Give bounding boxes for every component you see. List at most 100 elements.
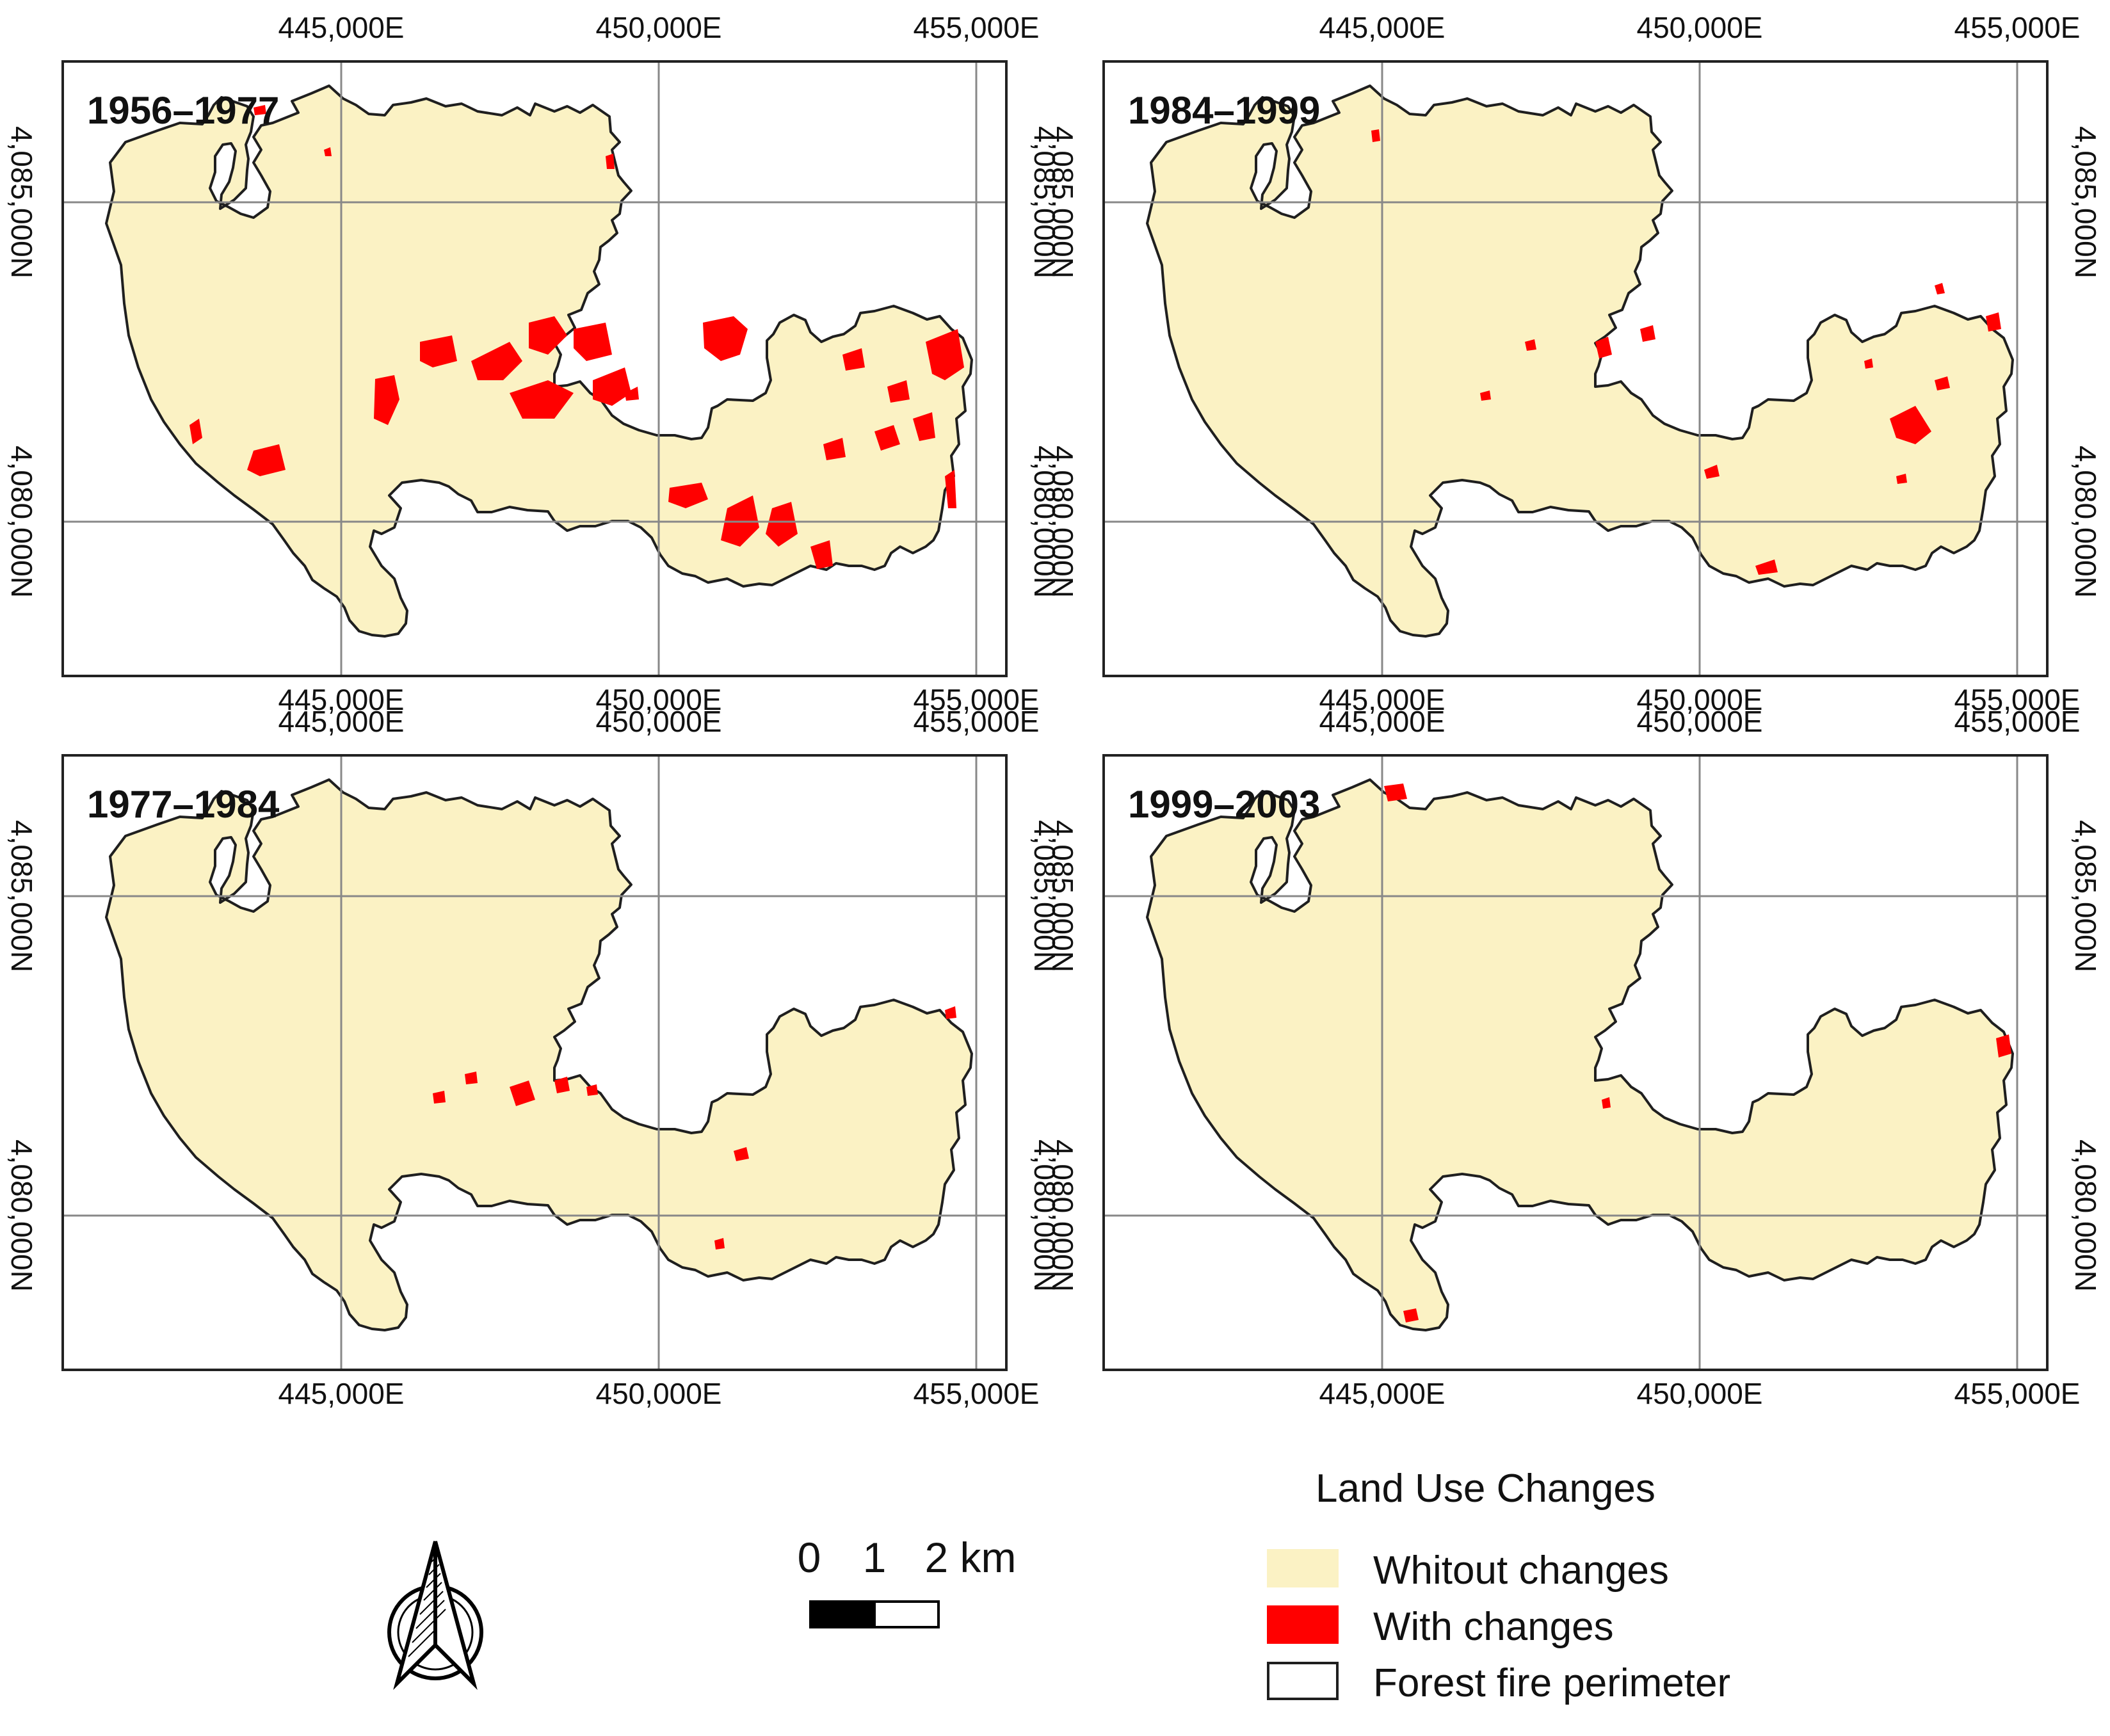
north-arrow-icon	[387, 1541, 483, 1690]
x-axis-label-bot: 455,000E	[913, 1377, 1040, 1410]
x-axis-label-top: 455,000E	[913, 705, 1040, 738]
map-panel-1984-1999: 1984–1999 445,000E 445,000E 450,000E 450,000…	[1046, 11, 2102, 716]
scale-tick-2: 2 km	[924, 1534, 1017, 1581]
legend-label-unchanged: Whitout changes	[1373, 1548, 1669, 1593]
fire-perimeter-polygon	[1146, 84, 2014, 638]
land-use-change-patch	[1704, 465, 1719, 479]
panel-title: 1999–2003	[1128, 783, 1321, 826]
legend-item-unchanged: Whitout changes	[1264, 1547, 1840, 1593]
land-use-change-patch	[703, 316, 748, 361]
land-use-change-patch	[1996, 1034, 2011, 1057]
land-use-change-patch	[1935, 283, 1945, 294]
land-use-change-patch	[887, 380, 910, 403]
land-use-change-patch	[586, 1084, 598, 1096]
x-axis-label-bot: 445,000E	[1319, 1377, 1446, 1410]
x-axis-label-top: 445,000E	[278, 11, 405, 44]
land-use-change-patch	[554, 1077, 570, 1093]
x-axis-label-top: 455,000E	[1954, 11, 2081, 44]
panel-title: 1956–1977	[87, 89, 280, 132]
land-use-change-patch	[1480, 390, 1491, 401]
land-use-change-patch	[668, 483, 708, 508]
x-axis-label-bot: 455,000E	[1954, 1377, 2081, 1410]
x-axis-label-top: 445,000E	[1319, 11, 1446, 44]
x-axis-label-bot: 455,000E	[1954, 683, 2081, 716]
land-use-change-patch	[1595, 337, 1612, 358]
land-use-change-patch	[823, 438, 846, 460]
legend-label-changed: With changes	[1373, 1605, 1614, 1649]
land-use-change-patch	[874, 425, 900, 451]
x-axis-label-top: 450,000E	[1636, 705, 1763, 738]
land-use-change-patch	[247, 444, 286, 476]
legend-label-perimeter: Forest fire perimeter	[1373, 1661, 1731, 1705]
scale-bar: 0 1 2 km	[787, 1533, 1043, 1648]
land-use-change-patch	[913, 412, 935, 441]
map-frame	[61, 60, 1008, 677]
legend: Land Use Changes Whitout changes With ch…	[1264, 1466, 1840, 1735]
y-axis-label-left: 4,085,000N	[1046, 820, 1079, 972]
map-canvas	[1102, 754, 2046, 1369]
land-use-change-patch	[766, 502, 798, 547]
fire-perimeter-polygon	[105, 778, 973, 1331]
land-use-change-patch	[1986, 312, 2001, 332]
land-use-change-patch	[1890, 406, 1931, 444]
legend-swatch-perimeter	[1267, 1662, 1339, 1700]
land-use-change-patch	[324, 147, 332, 156]
x-axis-label-top: 445,000E	[1319, 705, 1446, 738]
panel-title: 1977–1984	[87, 783, 280, 826]
y-axis-label-left: 4,085,000N	[5, 126, 38, 278]
land-use-change-patch	[189, 419, 202, 444]
land-use-change-patch	[433, 1091, 446, 1104]
land-use-change-patch	[1755, 559, 1778, 575]
x-axis-label-top: 450,000E	[1636, 11, 1763, 44]
x-axis-label-top: 450,000E	[595, 11, 722, 44]
land-use-change-patch	[1935, 376, 1950, 390]
y-axis-label-left: 4,080,000N	[1046, 446, 1079, 598]
land-use-change-patch	[471, 342, 522, 380]
x-axis-label-bot: 450,000E	[1636, 1377, 1763, 1410]
x-axis-label-bot: 445,000E	[278, 1377, 405, 1410]
map-panel-1956-1977: 1956–1977 445,000E 445,000E 450,000E 450,000…	[5, 11, 1061, 716]
land-use-change-patch	[1896, 474, 1907, 484]
x-axis-label-top: 450,000E	[595, 705, 722, 738]
land-use-change-patch	[1864, 358, 1873, 369]
y-axis-label-left: 4,080,000N	[5, 1139, 38, 1292]
map-frame	[61, 754, 1008, 1371]
map-panel-1977-1984: 1977–1984 445,000E 445,000E 450,000E 450,000…	[5, 705, 1061, 1410]
land-use-change-patch	[1371, 129, 1380, 142]
y-axis-label-left: 4,080,000N	[1046, 1139, 1079, 1292]
land-use-change-patch	[734, 1147, 749, 1161]
y-axis-label-right: 4,085,000N	[2069, 820, 2102, 972]
fire-perimeter-polygon	[105, 84, 973, 638]
land-use-change-patch	[374, 375, 399, 425]
land-use-change-patch	[625, 387, 639, 401]
land-use-change-patch	[714, 1238, 725, 1250]
land-use-change-patch	[574, 323, 612, 361]
land-use-change-patch	[510, 1081, 535, 1106]
map-canvas	[61, 754, 1005, 1369]
fire-perimeter-polygon	[1146, 778, 2014, 1331]
x-axis-label-top: 445,000E	[278, 705, 405, 738]
land-use-change-patch	[1602, 1097, 1611, 1109]
scale-segment-white	[873, 1600, 940, 1628]
land-use-change-patch	[254, 105, 266, 115]
x-axis-label-top: 455,000E	[913, 11, 1040, 44]
land-use-change-patch	[510, 380, 574, 419]
x-axis-label-top: 455,000E	[1954, 705, 2081, 738]
land-use-change-patch	[926, 329, 964, 380]
x-axis-label-bot: 445,000E	[1319, 683, 1446, 716]
land-use-change-patch	[593, 367, 631, 406]
x-axis-label-bot: 450,000E	[595, 1377, 722, 1410]
land-use-change-patch	[1640, 325, 1655, 342]
map-frame	[1102, 754, 2049, 1371]
land-use-change-patch	[465, 1072, 478, 1084]
legend-item-changed: With changes	[1264, 1603, 1840, 1649]
land-use-change-patch	[945, 470, 956, 508]
y-axis-label-right: 4,085,000N	[2069, 126, 2102, 278]
land-use-change-patch	[945, 1006, 956, 1019]
y-axis-label-left: 4,085,000N	[1046, 126, 1079, 278]
land-use-change-patch	[1384, 784, 1407, 801]
land-use-change-patch	[529, 316, 567, 355]
scale-segment-black	[809, 1600, 876, 1628]
y-axis-label-right: 4,080,000N	[2069, 446, 2102, 598]
legend-swatch-unchanged	[1267, 1549, 1339, 1587]
